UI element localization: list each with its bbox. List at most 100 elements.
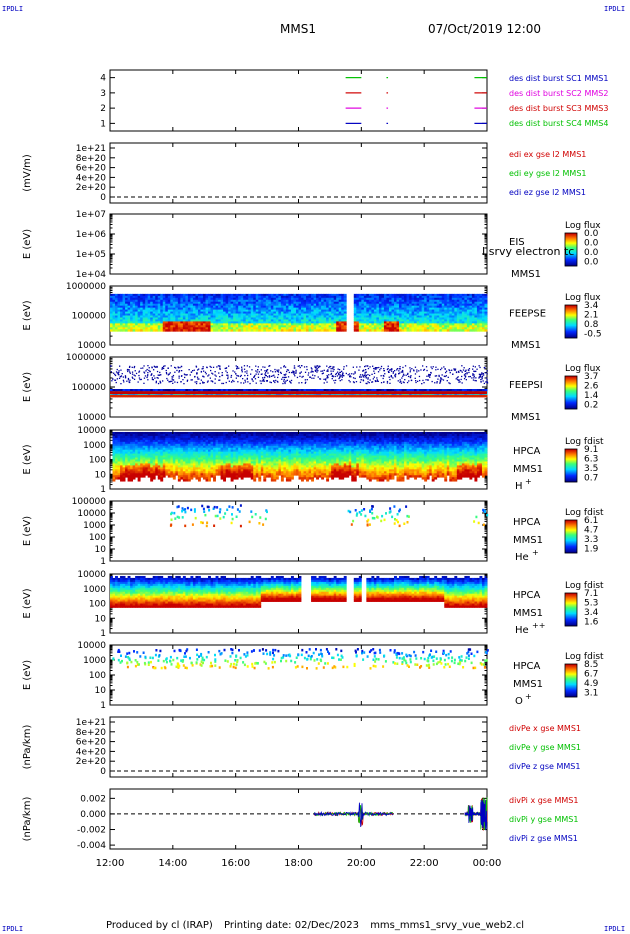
heatmap-cell: [414, 373, 417, 375]
heatmap-cell: [160, 305, 164, 309]
heatmap-cell: [120, 395, 123, 398]
heatmap-cell: [192, 321, 196, 324]
heatmap-cell: [245, 395, 249, 398]
heatmap-cell: [215, 389, 219, 392]
heatmap-cell: [431, 311, 435, 314]
heatmap-cell: [321, 317, 325, 320]
heatmap-cell: [125, 327, 128, 330]
heatmap-cell: [441, 315, 445, 318]
heatmap-cell: [481, 315, 485, 318]
heatmap-cell: [469, 301, 473, 305]
heatmap-cell: [200, 389, 204, 392]
heatmap-cell: [476, 368, 478, 370]
heatmap-cell: [441, 378, 443, 380]
heatmap-cell: [157, 319, 161, 322]
heatmap-cell: [115, 293, 118, 297]
heatmap-cell: [219, 376, 221, 378]
heatmap-cell: [464, 370, 467, 372]
heatmap-cell: [328, 317, 332, 320]
heatmap-cell: [333, 303, 337, 307]
heatmap-cell: [476, 327, 480, 330]
heatmap-cell: [449, 323, 453, 326]
heatmap-cell: [155, 321, 159, 324]
heatmap-cell: [120, 471, 123, 474]
heatmap-cell: [191, 379, 193, 381]
heatmap-cell: [260, 317, 264, 320]
heatmap-cell: [402, 381, 404, 383]
heatmap-cell: [388, 295, 392, 299]
heatmap-cell: [112, 451, 116, 454]
heatmap-cell: [376, 380, 378, 382]
heatmap-cell: [202, 323, 206, 326]
heatmap-cell: [172, 382, 174, 384]
heatmap-cell: [197, 329, 201, 332]
heatmap-cell: [399, 313, 402, 316]
heatmap-cell: [439, 323, 443, 326]
heatmap-cell: [276, 369, 278, 371]
y-tick-label: 0: [100, 193, 106, 203]
heatmap-cell: [368, 389, 372, 392]
heatmap-cell: [474, 321, 478, 324]
heatmap-cell: [213, 321, 216, 324]
heatmap-cell: [243, 395, 247, 398]
heatmap-cell: [365, 369, 367, 371]
heatmap-cell: [122, 477, 126, 480]
heatmap-cell: [374, 380, 376, 382]
heatmap-cell: [278, 309, 282, 312]
heatmap-cell: [285, 303, 289, 307]
heatmap-cell: [373, 305, 377, 309]
heatmap-cell: [303, 311, 307, 314]
heatmap-cell: [248, 309, 252, 312]
heatmap-cell: [464, 295, 468, 299]
colorbar-slice: [565, 311, 577, 313]
colorbar-slice: [565, 261, 577, 263]
heatmap-cell: [270, 299, 274, 303]
heatmap-cell: [202, 311, 206, 314]
heatmap-cell: [358, 327, 362, 330]
heatmap-cell: [165, 327, 169, 330]
heatmap-cell: [175, 329, 179, 332]
heatmap-cell: [248, 389, 252, 392]
instrument-label-eis: EIS: [509, 237, 525, 248]
heatmap-cell: [195, 395, 199, 398]
heatmap-cell: [437, 368, 439, 370]
heatmap-cell: [333, 317, 337, 320]
heatmap-cell: [331, 329, 335, 332]
heatmap-cell: [230, 297, 234, 301]
heatmap-cell: [383, 305, 387, 309]
heatmap-cell: [170, 299, 174, 303]
y-tick-label: 1000: [83, 441, 106, 451]
heatmap-cell: [306, 313, 309, 316]
colorbar-slice: [565, 250, 577, 252]
heatmap-cell: [130, 437, 134, 441]
heatmap-cell: [308, 313, 312, 316]
heatmap-cell: [311, 319, 314, 322]
heatmap-cell: [202, 325, 206, 328]
heatmap-cell: [145, 301, 149, 305]
heatmap-cell: [123, 381, 125, 383]
heatmap-cell: [115, 319, 118, 322]
heatmap-cell: [135, 463, 139, 466]
heatmap-cell: [120, 299, 123, 303]
heatmap-cell: [449, 389, 453, 392]
heatmap-cell: [290, 303, 294, 307]
heatmap-cell: [295, 329, 299, 332]
heatmap-cell: [200, 315, 204, 318]
heatmap-cell: [180, 297, 184, 301]
panel-frame-burst: [109, 69, 488, 132]
heatmap-cell: [185, 374, 187, 376]
heatmap-cell: [238, 329, 242, 332]
heatmap-cell: [406, 395, 410, 398]
heatmap-cell: [323, 293, 327, 297]
heatmap-cell: [273, 380, 275, 382]
heatmap-cell: [420, 369, 422, 371]
heatmap-cell: [394, 370, 396, 372]
colorbar-border-feepse: [564, 304, 578, 339]
heatmap-cell: [371, 307, 375, 310]
heatmap-cell: [459, 295, 463, 299]
heatmap-cell: [115, 439, 118, 443]
heatmap-cell: [343, 329, 347, 332]
heatmap-cell: [177, 307, 181, 310]
heatmap-cell: [185, 301, 189, 305]
heatmap-cell: [120, 321, 123, 324]
